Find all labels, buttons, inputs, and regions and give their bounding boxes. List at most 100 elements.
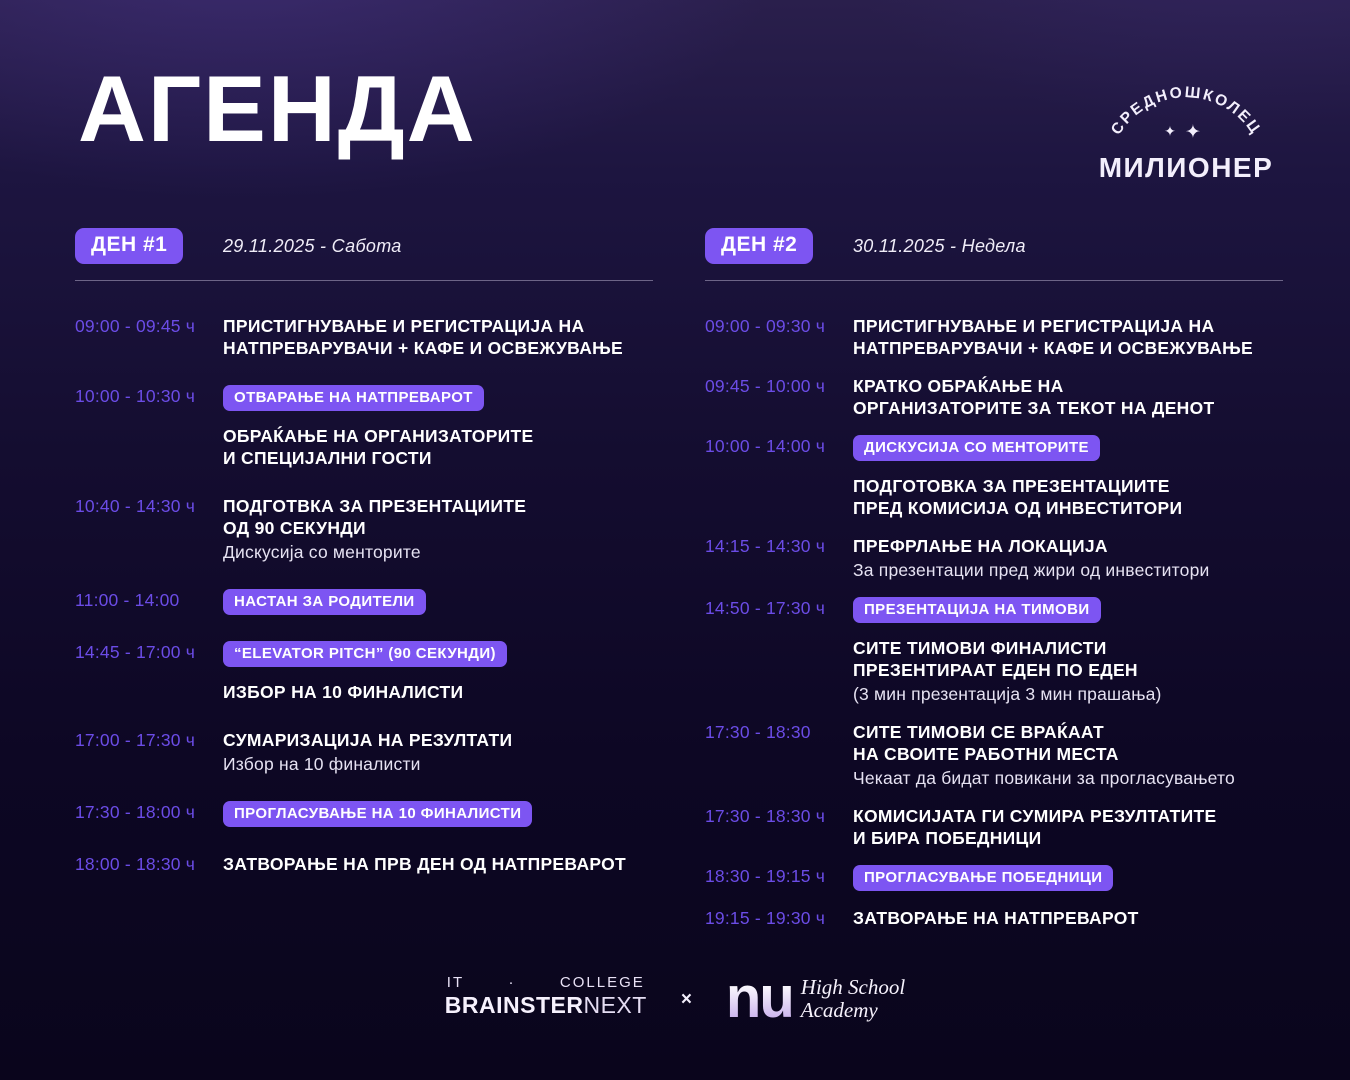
item-content: НАСТАН ЗА РОДИТЕЛИ (223, 589, 653, 615)
brainster-logo: IT · COLLEGE BRAINSTERNEXT (445, 974, 647, 1019)
day-2-divider (705, 280, 1283, 281)
day-1-badge: ДЕН #1 (75, 228, 184, 264)
item-subtitle: Чекаат да бидат повикани за прогласување… (853, 768, 1235, 788)
day-1-divider (75, 280, 653, 281)
agenda-item: 09:45 - 10:00 ч КРАТКО ОБРАЌАЊЕ НА ОРГАН… (705, 375, 1283, 419)
item-tag-badge: “ELEVATOR PITCH” (90 СЕКУНДИ) (223, 641, 507, 667)
agenda-item: 18:00 - 18:30 ч ЗАТВОРАЊЕ НА ПРВ ДЕН ОД … (75, 853, 653, 875)
agenda-item: 09:00 - 09:30 ч ПРИСТИГНУВАЊЕ И РЕГИСТРА… (705, 315, 1283, 359)
day-2-header: ДЕН #2 30.11.2025 - Недела (705, 228, 1283, 264)
agenda-item: 10:00 - 14:00 ч ДИСКУСИЈА СО МЕНТОРИТЕ П… (705, 435, 1283, 519)
brainster-college-label: COLLEGE (559, 974, 645, 992)
item-title: ПОДГОТВКА ЗА ПРЕЗЕНТАЦИИТЕ ОД 90 СЕКУНДИ (223, 496, 527, 538)
item-content: ЗАТВОРАЊЕ НА ПРВ ДЕН ОД НАТПРЕВАРОТ (223, 853, 653, 875)
day-2-badge: ДЕН #2 (705, 228, 814, 264)
item-time: 14:50 - 17:30 ч (705, 598, 826, 618)
day-1-date: 29.11.2025 - Сабота (223, 235, 402, 256)
day-1-items: 09:00 - 09:45 ч ПРИСТИГНУВАЊЕ И РЕГИСТРА… (75, 315, 653, 875)
item-time: 18:30 - 19:15 ч (705, 866, 826, 886)
item-content: ПРИСТИГНУВАЊЕ И РЕГИСТРАЦИЈА НА НАТПРЕВА… (223, 315, 653, 359)
brand-logo: СРЕДНОШКОЛЕЦ ✦ ✦ МИЛИОНЕР (1086, 64, 1286, 184)
item-time: 09:00 - 09:30 ч (705, 316, 826, 336)
item-tag-badge: ПРОГЛАСУВАЊЕ НА 10 ФИНАЛИСТИ (223, 801, 533, 827)
item-content: ПРОГЛАСУВАЊЕ НА 10 ФИНАЛИСТИ (223, 801, 653, 827)
item-content: ПРЕЗЕНТАЦИЈА НА ТИМОВИ СИТЕ ТИМОВИ ФИНАЛ… (853, 597, 1283, 705)
item-title: ИЗБОР НА 10 ФИНАЛИСТИ (223, 682, 464, 702)
collaboration-x-icon: × (680, 988, 692, 1010)
footer: IT · COLLEGE BRAINSTERNEXT × nu High Sch… (0, 965, 1350, 1031)
agenda-item: 11:00 - 14:00 НАСТАН ЗА РОДИТЕЛИ (75, 589, 653, 615)
dot-separator-icon: · (508, 974, 516, 992)
item-time: 17:00 - 17:30 ч (75, 730, 196, 750)
item-time: 11:00 - 14:00 (75, 590, 180, 610)
brainster-next-label: NEXT (583, 992, 647, 1019)
agenda-item: 17:30 - 18:30 ч КОМИСИЈАТА ГИ СУМИРА РЕЗ… (705, 805, 1283, 849)
item-time: 18:00 - 18:30 ч (75, 854, 196, 874)
item-content: ДИСКУСИЈА СО МЕНТОРИТЕ ПОДГОТОВКА ЗА ПРЕ… (853, 435, 1283, 519)
day-2-date: 30.11.2025 - Недела (853, 235, 1026, 256)
agenda-item: 18:30 - 19:15 ч ПРОГЛАСУВАЊЕ ПОБЕДНИЦИ (705, 865, 1283, 891)
item-title: ОБРАЌАЊЕ НА ОРГАНИЗАТОРИТЕ И СПЕЦИЈАЛНИ … (223, 426, 534, 468)
item-tag-badge: ПРЕЗЕНТАЦИЈА НА ТИМОВИ (853, 597, 1101, 623)
item-title: КРАТКО ОБРАЌАЊЕ НА ОРГАНИЗАТОРИТЕ ЗА ТЕК… (853, 376, 1215, 418)
item-time: 17:30 - 18:00 ч (75, 802, 196, 822)
brand-star-icon: ✦ (1164, 123, 1176, 139)
item-tag-badge: НАСТАН ЗА РОДИТЕЛИ (223, 589, 426, 615)
nu-academy-line2: Academy (800, 997, 878, 1022)
item-content: “ELEVATOR PITCH” (90 СЕКУНДИ) ИЗБОР НА 1… (223, 641, 653, 703)
agenda-item: 10:40 - 14:30 ч ПОДГОТВКА ЗА ПРЕЗЕНТАЦИИ… (75, 495, 653, 563)
item-content: ПОДГОТВКА ЗА ПРЕЗЕНТАЦИИТЕ ОД 90 СЕКУНДИ… (223, 495, 653, 563)
nu-academy-line1: High School (800, 975, 906, 999)
item-content: ПРОГЛАСУВАЊЕ ПОБЕДНИЦИ (853, 865, 1283, 891)
item-title: СУМАРИЗАЦИЈА НА РЕЗУЛТАТИ (223, 730, 513, 750)
item-time: 14:45 - 17:00 ч (75, 642, 196, 662)
item-subtitle: (3 мин презентација 3 мин прашања) (853, 684, 1162, 704)
item-tag-badge: ДИСКУСИЈА СО МЕНТОРИТЕ (853, 435, 1100, 461)
item-content: КРАТКО ОБРАЌАЊЕ НА ОРГАНИЗАТОРИТЕ ЗА ТЕК… (853, 375, 1283, 419)
item-title: ЗАТВОРАЊЕ НА НАТПРЕВАРОТ (853, 908, 1139, 928)
item-content: ОТВАРАЊЕ НА НАТПРЕВАРОТ ОБРАЌАЊЕ НА ОРГА… (223, 385, 653, 469)
item-title: КОМИСИЈАТА ГИ СУМИРА РЕЗУЛТАТИТЕ И БИРА … (853, 806, 1217, 848)
day-column-2: ДЕН #2 30.11.2025 - Недела 09:00 - 09:30… (705, 228, 1283, 945)
item-time: 17:30 - 18:30 ч (705, 806, 826, 826)
agenda-item: 14:50 - 17:30 ч ПРЕЗЕНТАЦИЈА НА ТИМОВИ С… (705, 597, 1283, 705)
item-title: СИТЕ ТИМОВИ ФИНАЛИСТИ ПРЕЗЕНТИРААТ ЕДЕН … (853, 638, 1138, 680)
item-time: 17:30 - 18:30 (705, 722, 811, 742)
item-content: ПРИСТИГНУВАЊЕ И РЕГИСТРАЦИЈА НА НАТПРЕВА… (853, 315, 1283, 359)
item-tag-badge: ПРОГЛАСУВАЊЕ ПОБЕДНИЦИ (853, 865, 1114, 891)
agenda-item: 14:15 - 14:30 ч ПРЕФРЛАЊЕ НА ЛОКАЦИЈА За… (705, 535, 1283, 581)
day-2-badge-slot: ДЕН #2 (705, 228, 853, 264)
brand-name: МИЛИОНЕР (1098, 152, 1274, 183)
day-2-items: 09:00 - 09:30 ч ПРИСТИГНУВАЊЕ И РЕГИСТРА… (705, 315, 1283, 929)
item-tag-badge: ОТВАРАЊЕ НА НАТПРЕВАРОТ (223, 385, 484, 411)
item-content: СИТЕ ТИМОВИ СЕ ВРАЌААТ НА СВОИТЕ РАБОТНИ… (853, 721, 1283, 789)
item-subtitle: Дискусија со менторите (223, 542, 421, 562)
item-content: ПРЕФРЛАЊЕ НА ЛОКАЦИЈА За презентации пре… (853, 535, 1283, 581)
brainster-it-label: IT (446, 974, 465, 992)
item-title: ПРИСТИГНУВАЊЕ И РЕГИСТРАЦИЈА НА НАТПРЕВА… (223, 316, 624, 358)
day-1-header: ДЕН #1 29.11.2025 - Сабота (75, 228, 653, 264)
item-subtitle: За презентации пред жири од инвеститори (853, 560, 1210, 580)
agenda-item: 14:45 - 17:00 ч “ELEVATOR PITCH” (90 СЕК… (75, 641, 653, 703)
brainster-bold-label: BRAINSTER (444, 992, 584, 1019)
brainster-top-line: IT · COLLEGE (445, 974, 647, 991)
agenda-item: 17:30 - 18:00 ч ПРОГЛАСУВАЊЕ НА 10 ФИНАЛ… (75, 801, 653, 827)
brand-star-icon: ✦ (1185, 122, 1201, 143)
item-time: 10:40 - 14:30 ч (75, 496, 196, 516)
item-time: 14:15 - 14:30 ч (705, 536, 826, 556)
nu-wordmark: nu (725, 965, 795, 1031)
nu-academy-label: High School Academy (801, 972, 905, 1021)
item-title: СИТЕ ТИМОВИ СЕ ВРАЌААТ НА СВОИТЕ РАБОТНИ… (853, 722, 1119, 764)
nu-academy-logo: nu High School Academy (725, 965, 905, 1031)
item-time: 09:45 - 10:00 ч (705, 376, 826, 396)
item-time: 10:00 - 14:00 ч (705, 436, 826, 456)
agenda-item: 19:15 - 19:30 ч ЗАТВОРАЊЕ НА НАТПРЕВАРОТ (705, 907, 1283, 929)
item-subtitle: Избор на 10 финалисти (223, 754, 421, 774)
agenda-item: 10:00 - 10:30 ч ОТВАРАЊЕ НА НАТПРЕВАРОТ … (75, 385, 653, 469)
item-content: СУМАРИЗАЦИЈА НА РЕЗУЛТАТИ Избор на 10 фи… (223, 729, 653, 775)
page-title: АГЕНДА (78, 56, 477, 161)
item-content: ЗАТВОРАЊЕ НА НАТПРЕВАРОТ (853, 907, 1283, 929)
item-title: ПРЕФРЛАЊЕ НА ЛОКАЦИЈА (853, 536, 1108, 556)
item-title: ЗАТВОРАЊЕ НА ПРВ ДЕН ОД НАТПРЕВАРОТ (223, 854, 627, 874)
item-content: КОМИСИЈАТА ГИ СУМИРА РЕЗУЛТАТИТЕ И БИРА … (853, 805, 1283, 849)
